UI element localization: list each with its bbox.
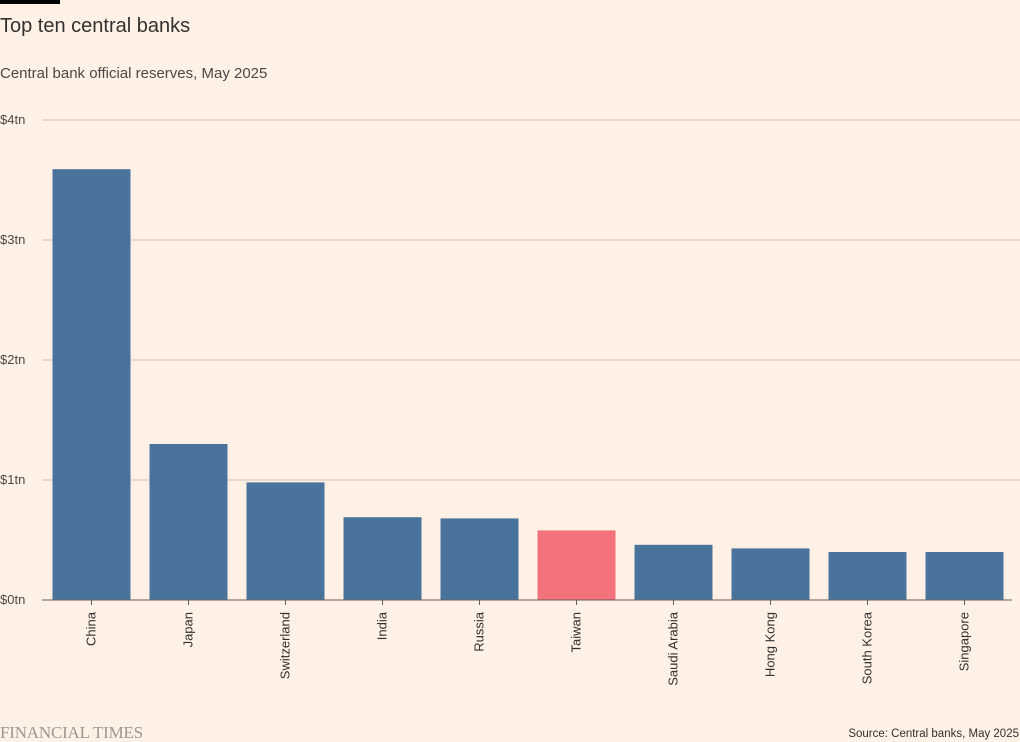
bar-india	[343, 517, 422, 600]
y-tick-label: $2tn	[0, 352, 25, 367]
x-tick-label: South Korea	[860, 611, 875, 684]
x-tick-label: Taiwan	[569, 612, 584, 652]
x-tick-label: Hong Kong	[763, 612, 778, 677]
x-tick-label: Russia	[472, 611, 487, 652]
y-tick-label: $0tn	[0, 592, 25, 607]
y-tick-label: $4tn	[0, 112, 25, 127]
bar-japan	[149, 444, 228, 600]
source-note: Source: Central banks, May 2025	[848, 728, 1019, 740]
bar-china	[52, 169, 131, 600]
x-tick-label: Japan	[181, 612, 196, 647]
chart-subtitle: Central bank official reserves, May 2025	[0, 65, 268, 82]
bar-saudi-arabia	[634, 544, 713, 600]
brand-accent-bar	[0, 0, 60, 4]
y-tick-label: $3tn	[0, 232, 25, 247]
x-tick-label: Saudi Arabia	[666, 611, 681, 685]
y-tick-label: $1tn	[0, 472, 25, 487]
bar-hong-kong	[731, 548, 810, 600]
financial-times-logo: FINANCIAL TIMES	[0, 723, 143, 742]
x-tick-label: Switzerland	[278, 612, 293, 679]
chart-title: Top ten central banks	[0, 15, 191, 37]
bar-singapore	[925, 552, 1004, 600]
x-tick-label: China	[84, 611, 99, 646]
x-tick-label: India	[375, 611, 390, 640]
tick-labels: $0tn $1tn $2tn $3tn $4tn China Japan Switzerlan…	[0, 112, 972, 686]
x-axis	[42, 599, 1012, 605]
bar-switzerland	[246, 482, 325, 600]
x-tick-label: Singapore	[957, 612, 972, 671]
bars	[52, 169, 1004, 600]
gridlines	[42, 119, 1020, 481]
bar-russia	[440, 518, 519, 600]
bar-taiwan	[537, 530, 616, 600]
bar-south-korea	[828, 552, 907, 600]
